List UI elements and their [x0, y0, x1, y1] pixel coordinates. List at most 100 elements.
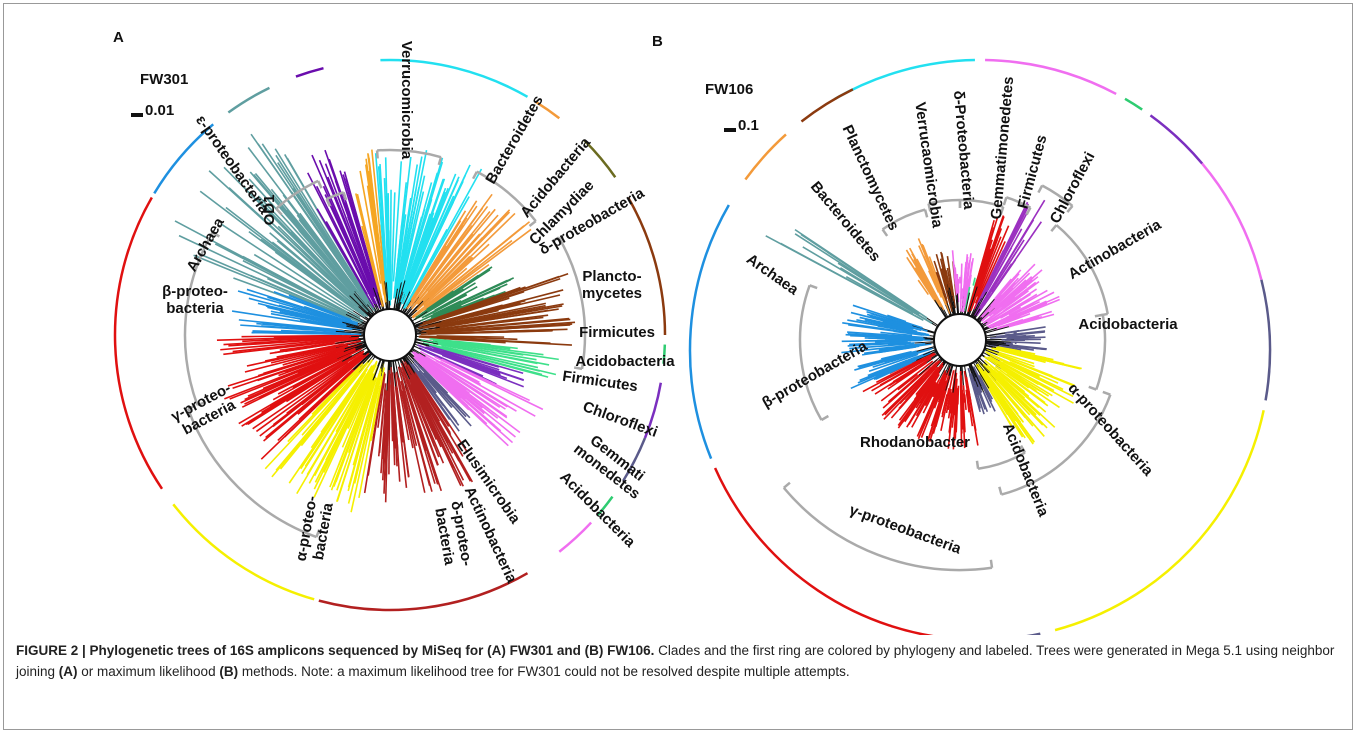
branch [794, 233, 921, 315]
branch [918, 245, 943, 298]
branch [283, 348, 346, 369]
branch [989, 367, 1041, 416]
branch [993, 278, 1012, 300]
clade-label: δ-proteo-bacteria [431, 500, 476, 571]
branch [444, 304, 546, 326]
clade-bracket [315, 529, 321, 538]
branch [947, 392, 953, 411]
branch [881, 350, 912, 360]
clade-bracket [377, 148, 442, 159]
branch [1001, 291, 1018, 305]
branch [392, 360, 397, 387]
branch [898, 362, 944, 421]
branch [841, 339, 922, 343]
branch [954, 396, 959, 439]
branch [868, 353, 919, 373]
branch [991, 263, 1013, 293]
branch [915, 366, 939, 396]
branch [985, 376, 1008, 407]
branch [394, 386, 408, 488]
branch [873, 356, 918, 375]
branch [252, 352, 365, 430]
branch [380, 360, 385, 377]
branch [989, 371, 1031, 416]
branch [995, 346, 1054, 361]
branch [413, 362, 453, 409]
branch [974, 199, 1046, 317]
branch [275, 347, 356, 380]
branch [986, 366, 1048, 429]
branch [908, 369, 940, 411]
branch [981, 277, 1019, 318]
branch [296, 214, 356, 291]
branch [406, 354, 415, 364]
branch [406, 308, 413, 316]
ring-arc [535, 100, 561, 120]
clade-bracket [573, 366, 583, 371]
branch [358, 306, 372, 318]
branch [349, 335, 365, 338]
branch [436, 324, 498, 332]
branch [334, 180, 375, 289]
branch [402, 198, 433, 293]
branch [400, 213, 431, 303]
branch [253, 253, 361, 319]
branch [887, 314, 907, 323]
branch [402, 187, 449, 301]
branch [932, 369, 947, 398]
branch [345, 311, 368, 324]
branch [972, 366, 993, 403]
branch [347, 383, 374, 454]
branch [400, 380, 418, 446]
branch [950, 281, 953, 286]
branch [972, 362, 990, 389]
branch [276, 343, 345, 358]
branch [982, 391, 992, 409]
clade-bracket [1095, 314, 1107, 391]
branch [238, 319, 339, 331]
tree-root [933, 313, 987, 367]
branch [904, 364, 944, 423]
branch [220, 337, 354, 351]
branch [246, 288, 358, 326]
clade-bracket [342, 191, 348, 201]
branch [985, 228, 1023, 293]
branch [948, 364, 953, 376]
branch [375, 225, 387, 303]
branch [973, 241, 1006, 310]
branch [346, 325, 365, 331]
branch [917, 279, 929, 296]
branch [971, 298, 982, 318]
branch [421, 316, 544, 333]
branch [395, 371, 410, 441]
branch [272, 360, 343, 401]
branch [989, 355, 1074, 404]
clade-label-line: Rhodanobacter [860, 434, 970, 451]
branch [912, 325, 936, 333]
branch [411, 311, 428, 322]
branch [248, 297, 342, 324]
branch [372, 287, 382, 311]
branch [355, 193, 382, 299]
clade-label-line: Acidobacteria [1078, 316, 1178, 333]
branch [441, 345, 539, 369]
branch [934, 299, 947, 319]
branch [988, 307, 1033, 329]
ring-arc [172, 503, 315, 601]
branch [439, 336, 551, 345]
branch [988, 272, 1031, 313]
clade-bracket [977, 451, 1026, 470]
branch [946, 279, 951, 288]
branch [1010, 341, 1041, 344]
branch [335, 338, 365, 344]
branch [336, 377, 378, 502]
branch [429, 345, 524, 375]
branch [849, 341, 908, 346]
branch [247, 258, 348, 313]
branch [396, 227, 409, 289]
branch [260, 369, 355, 460]
caption-title: FIGURE 2 | Phylogenetic trees of 16S amp… [16, 643, 655, 658]
branch [985, 336, 997, 339]
clade-bracket [1088, 385, 1097, 391]
branch [964, 292, 970, 315]
